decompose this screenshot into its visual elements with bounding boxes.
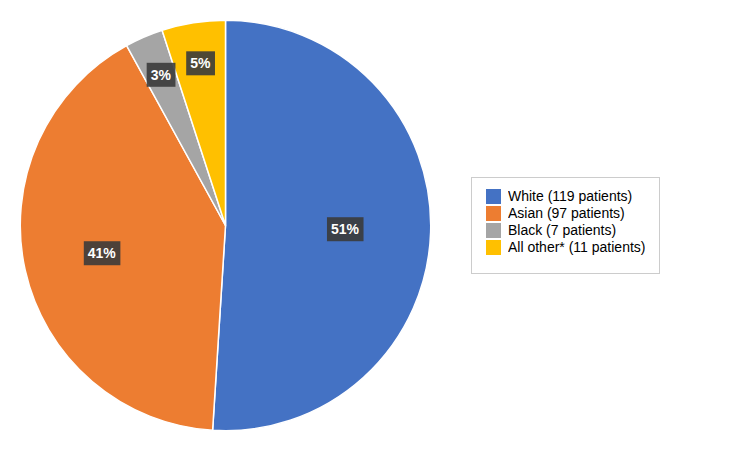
- html-text:Black (7 patients): Black (7 patients): [508, 222, 617, 238]
- svg-text:3%: 3%: [151, 67, 172, 83]
- html-text:Asian (97 patients): Asian (97 patients): [508, 205, 625, 221]
- svg-text:5%: 5%: [190, 55, 211, 71]
- svg-text:41%: 41%: [88, 245, 117, 261]
- html-text:All other* (11 patients): All other* (11 patients): [508, 239, 646, 255]
- svg-text:51%: 51%: [331, 221, 360, 237]
- html-text:White (119 patients): White (119 patients): [508, 188, 633, 204]
